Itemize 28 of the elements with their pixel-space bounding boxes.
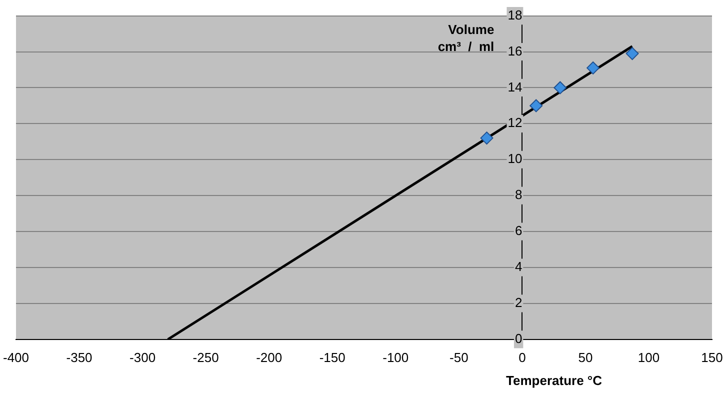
x-tick-label: -300 [130,350,156,365]
x-tick-label: -100 [382,350,409,365]
x-tick-label: 50 [578,350,593,365]
y-tick-label: 4 [514,259,522,274]
x-tick-label: -50 [450,350,468,365]
y-tick-label: 18 [508,7,522,22]
point [586,61,600,74]
x-tick-label: -250 [192,350,219,365]
y-tick-label: 0 [514,330,522,346]
x-tick-label: 100 [638,350,660,365]
point [626,47,639,60]
y-tick-label: 14 [508,79,522,94]
x-tick-label: -400 [2,350,30,365]
point [554,81,567,94]
point [530,99,543,112]
y-tick-label: 12 [508,115,522,130]
x-tick-label: -350 [66,350,92,365]
y-tick-label: 8 [514,187,522,202]
y-tick-label: 16 [508,43,522,58]
x-tick-label: -200 [256,350,282,365]
x-axis-title: Temperature °C [506,373,603,388]
point [480,132,494,145]
y-tick-label: 2 [514,295,522,310]
x-tick-label: -150 [319,350,346,365]
y-tick-label: 10 [508,151,522,166]
y-axis-title: Volume cm³ / ml [438,22,494,54]
x-tick-label: 150 [701,350,723,365]
y-tick-label: 6 [514,223,522,238]
